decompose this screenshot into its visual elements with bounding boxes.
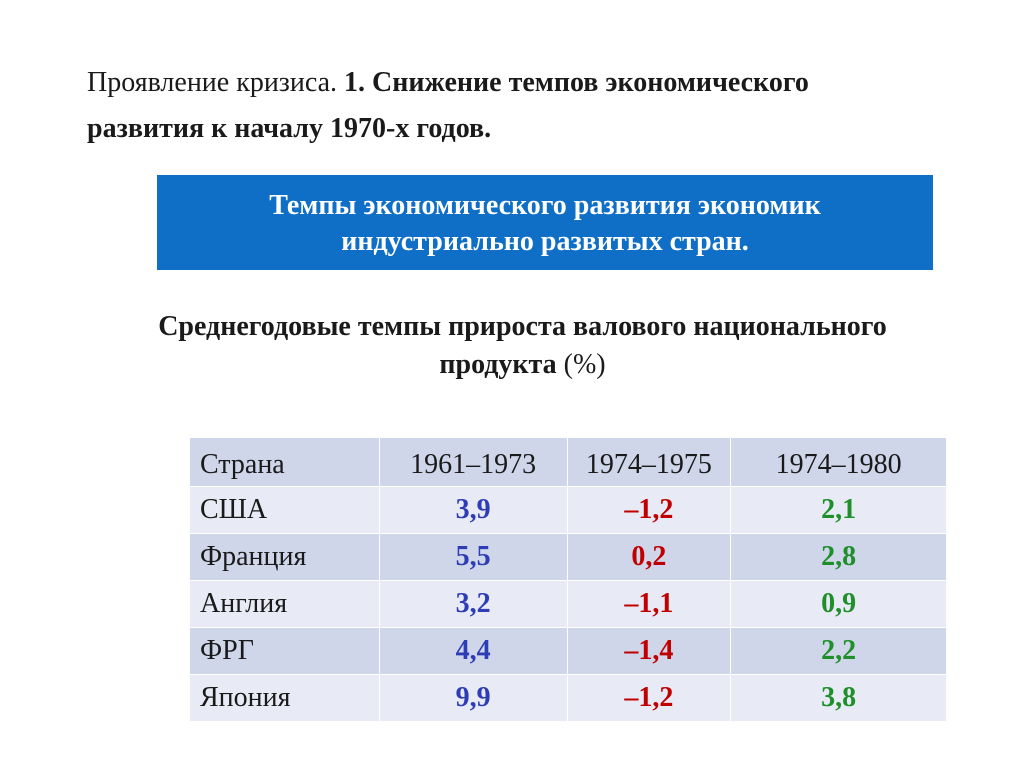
header-period-1974-1975: 1974–1975 bbox=[566, 437, 732, 487]
table-row: Франция 5,5 0,2 2,8 bbox=[189, 533, 947, 581]
row-value-1974-1980: 2,8 bbox=[730, 533, 947, 581]
row-value-1974-1975: –1,2 bbox=[566, 674, 732, 722]
heading-prefix: Проявление кризиса. bbox=[87, 67, 345, 98]
row-value-1974-1975: –1,1 bbox=[566, 580, 732, 628]
caption-unit: (%) bbox=[563, 349, 606, 380]
row-value-1974-1980: 3,8 bbox=[730, 674, 947, 722]
banner-line2: индустриально развитых стран. bbox=[341, 225, 749, 257]
row-value-1961-1973: 3,9 bbox=[378, 486, 568, 534]
row-value-1974-1980: 2,2 bbox=[730, 627, 947, 675]
row-value-1961-1973: 3,2 bbox=[378, 580, 568, 628]
table-row: Англия 3,2 –1,1 0,9 bbox=[189, 580, 947, 628]
heading-bold-line2: развития к началу 1970-х годов. bbox=[87, 113, 492, 144]
header-period-1961-1973: 1961–1973 bbox=[378, 437, 568, 487]
row-country: Япония bbox=[189, 674, 380, 722]
row-value-1974-1975: 0,2 bbox=[566, 533, 732, 581]
heading-bold-line1: 1. Снижение темпов экономического bbox=[344, 67, 809, 98]
row-value-1961-1973: 4,4 bbox=[378, 627, 568, 675]
row-value-1974-1975: –1,4 bbox=[566, 627, 732, 675]
gnp-growth-table: Страна 1961–1973 1974–1975 1974–1980 США… bbox=[189, 437, 947, 722]
row-value-1974-1975: –1,2 bbox=[566, 486, 732, 534]
row-country: США bbox=[189, 486, 380, 534]
table-row: ФРГ 4,4 –1,4 2,2 bbox=[189, 627, 947, 675]
title-banner: Темпы экономического развития экономик и… bbox=[157, 175, 933, 270]
header-period-1974-1980: 1974–1980 bbox=[730, 437, 947, 487]
header-country: Страна bbox=[189, 437, 380, 487]
row-value-1961-1973: 9,9 bbox=[378, 674, 568, 722]
slide-heading: Проявление кризиса. 1. Снижение темпов э… bbox=[87, 60, 987, 152]
table-caption: Среднегодовые темпы прироста валового на… bbox=[40, 308, 1005, 384]
row-value-1974-1980: 0,9 bbox=[730, 580, 947, 628]
row-value-1961-1973: 5,5 bbox=[378, 533, 568, 581]
caption-line1: Среднегодовые темпы прироста валового на… bbox=[158, 311, 887, 342]
banner-line1: Темпы экономического развития экономик bbox=[269, 189, 821, 221]
row-country: ФРГ bbox=[189, 627, 380, 675]
row-country: Англия bbox=[189, 580, 380, 628]
table-row: Япония 9,9 –1,2 3,8 bbox=[189, 674, 947, 722]
table-header-row: Страна 1961–1973 1974–1975 1974–1980 bbox=[189, 437, 947, 487]
row-country: Франция bbox=[189, 533, 380, 581]
caption-line2: продукта bbox=[439, 349, 557, 380]
table-row: США 3,9 –1,2 2,1 bbox=[189, 486, 947, 534]
row-value-1974-1980: 2,1 bbox=[730, 486, 947, 534]
